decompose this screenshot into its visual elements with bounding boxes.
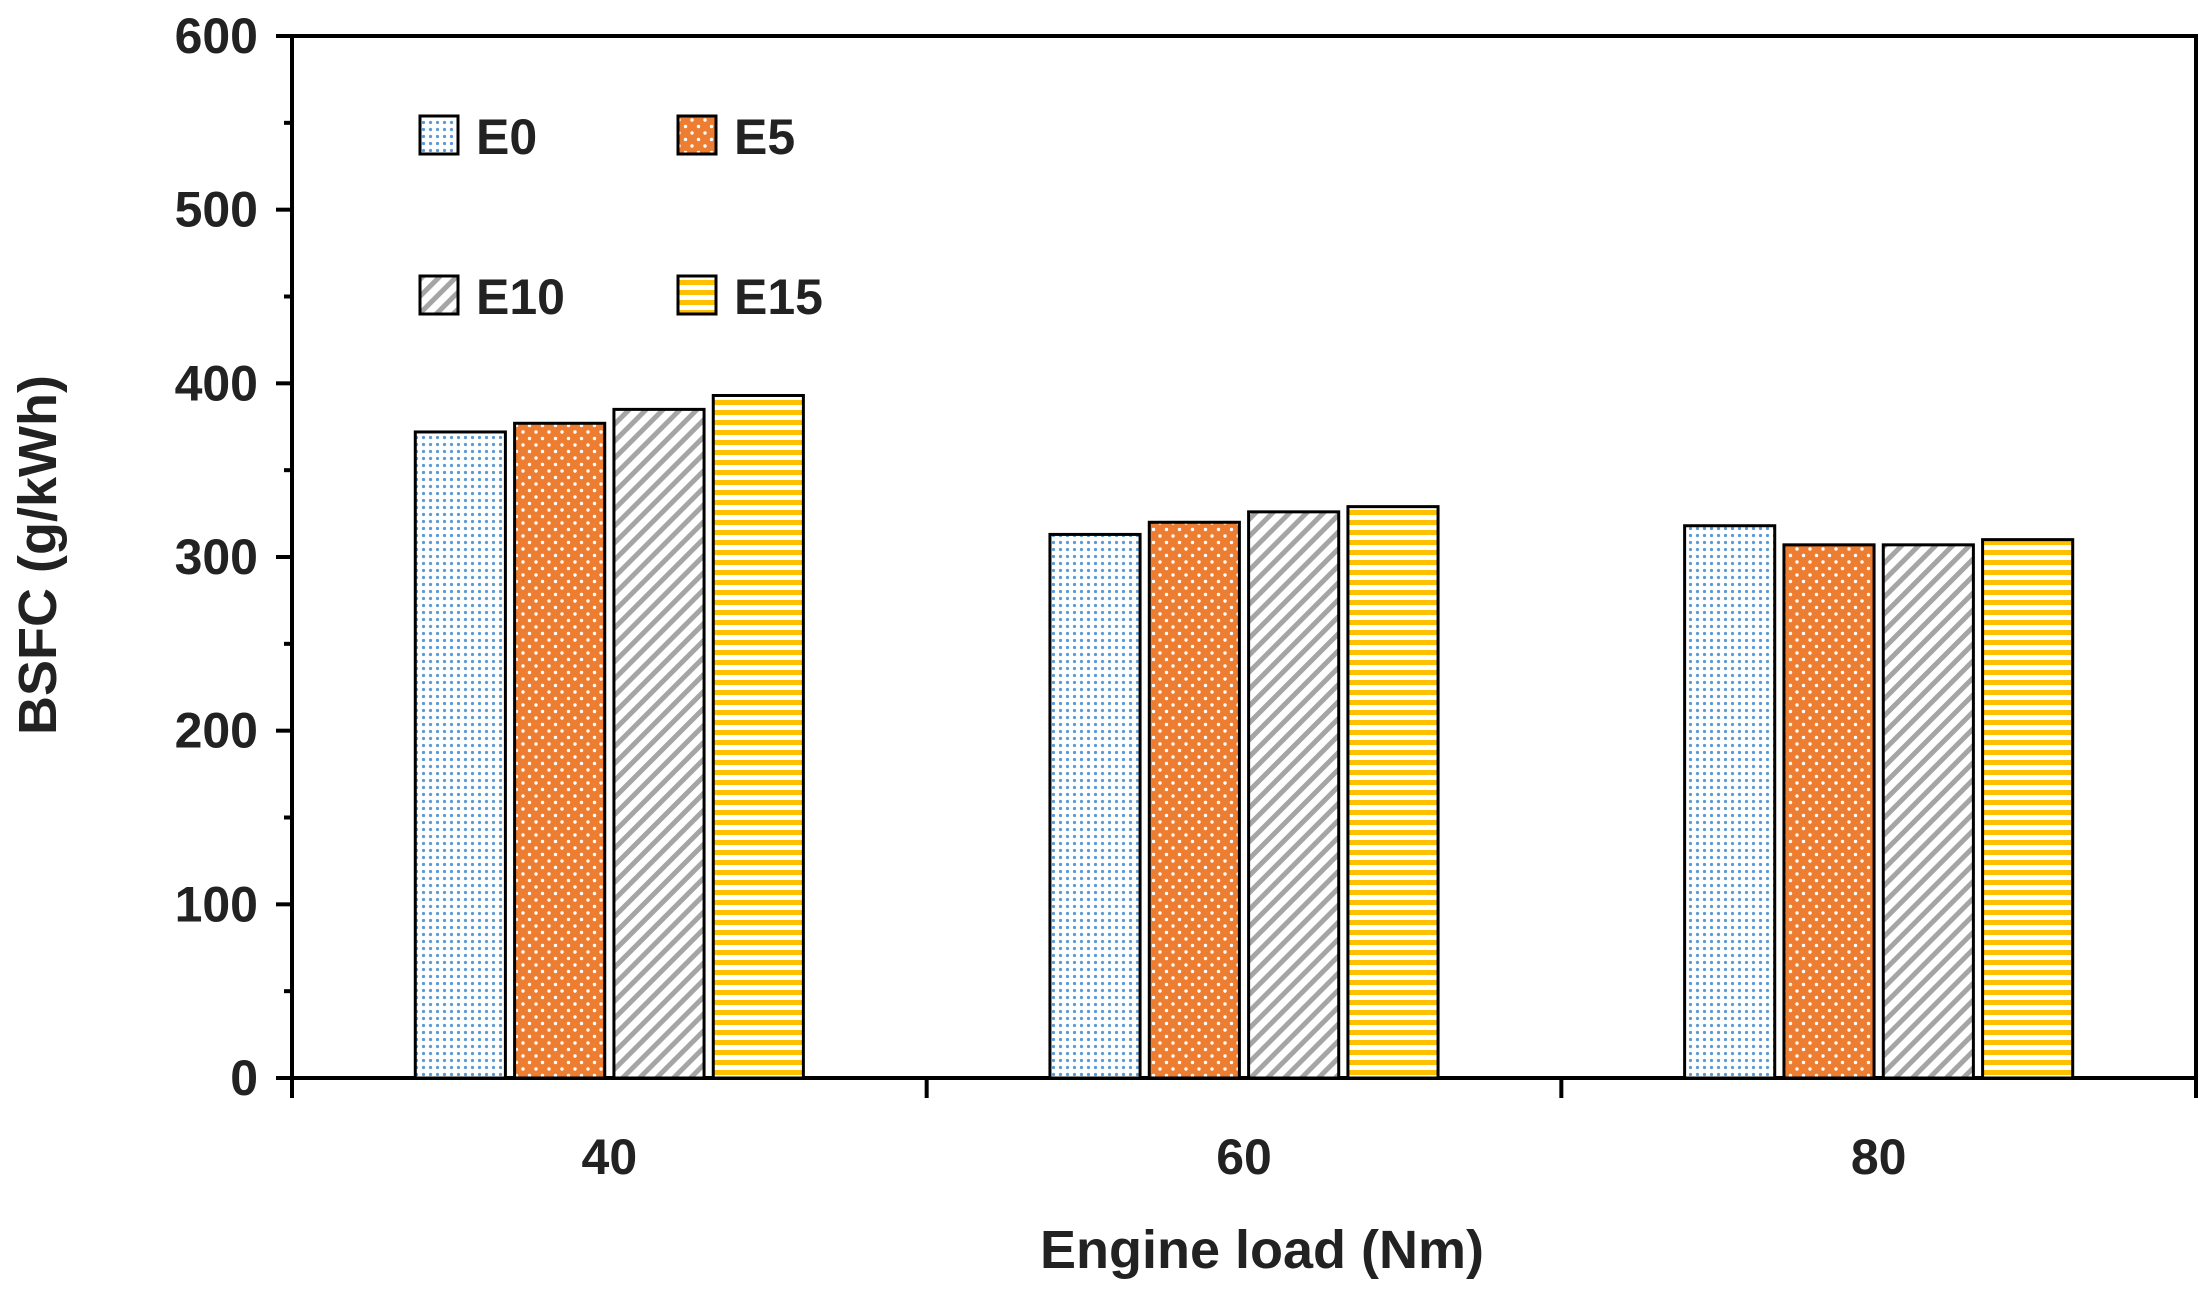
bar-e0-80 [1683, 524, 1777, 1080]
bar-e10-40 [612, 407, 706, 1080]
y-tick-label: 100 [175, 876, 258, 932]
legend-label-e15: E15 [734, 269, 823, 325]
x-axis: 40 60 80 [290, 1078, 2198, 1185]
legend-swatch-e5 [676, 114, 718, 156]
y-tick-label: 300 [175, 529, 258, 585]
bar-e0-40 [413, 430, 507, 1080]
bar-e15-80 [1981, 538, 2075, 1080]
x-tick-label: 40 [582, 1129, 638, 1185]
bar-e0-60 [1048, 532, 1142, 1080]
legend-swatch-e0 [418, 114, 460, 156]
y-tick-label: 400 [175, 355, 258, 411]
legend-swatch-e15 [676, 274, 718, 316]
x-axis-title: Engine load (Nm) [1040, 1220, 1484, 1280]
y-axis-title: BSFC (g/kWh) [8, 375, 68, 735]
y-tick-label: 600 [175, 8, 258, 64]
bars [413, 393, 2075, 1080]
x-tick-label: 60 [1216, 1129, 1272, 1185]
bar-e15-40 [711, 393, 805, 1080]
legend-label-e0: E0 [476, 109, 537, 165]
bar-e10-80 [1881, 543, 1975, 1080]
y-tick-label: 0 [230, 1050, 258, 1106]
legend: E0 E5 E10 E15 [418, 109, 823, 325]
y-axis: 0 100 200 300 400 500 600 [175, 8, 292, 1106]
legend-label-e5: E5 [734, 109, 795, 165]
bar-e15-60 [1346, 505, 1440, 1080]
bar-e5-40 [513, 421, 607, 1080]
bar-e10-60 [1247, 510, 1341, 1080]
y-tick-label: 500 [175, 182, 258, 238]
x-tick-label: 80 [1851, 1129, 1907, 1185]
legend-label-e10: E10 [476, 269, 565, 325]
bar-e5-60 [1147, 520, 1241, 1080]
bar-e5-80 [1782, 543, 1876, 1080]
y-tick-label: 200 [175, 703, 258, 759]
legend-swatch-e10 [418, 274, 460, 316]
